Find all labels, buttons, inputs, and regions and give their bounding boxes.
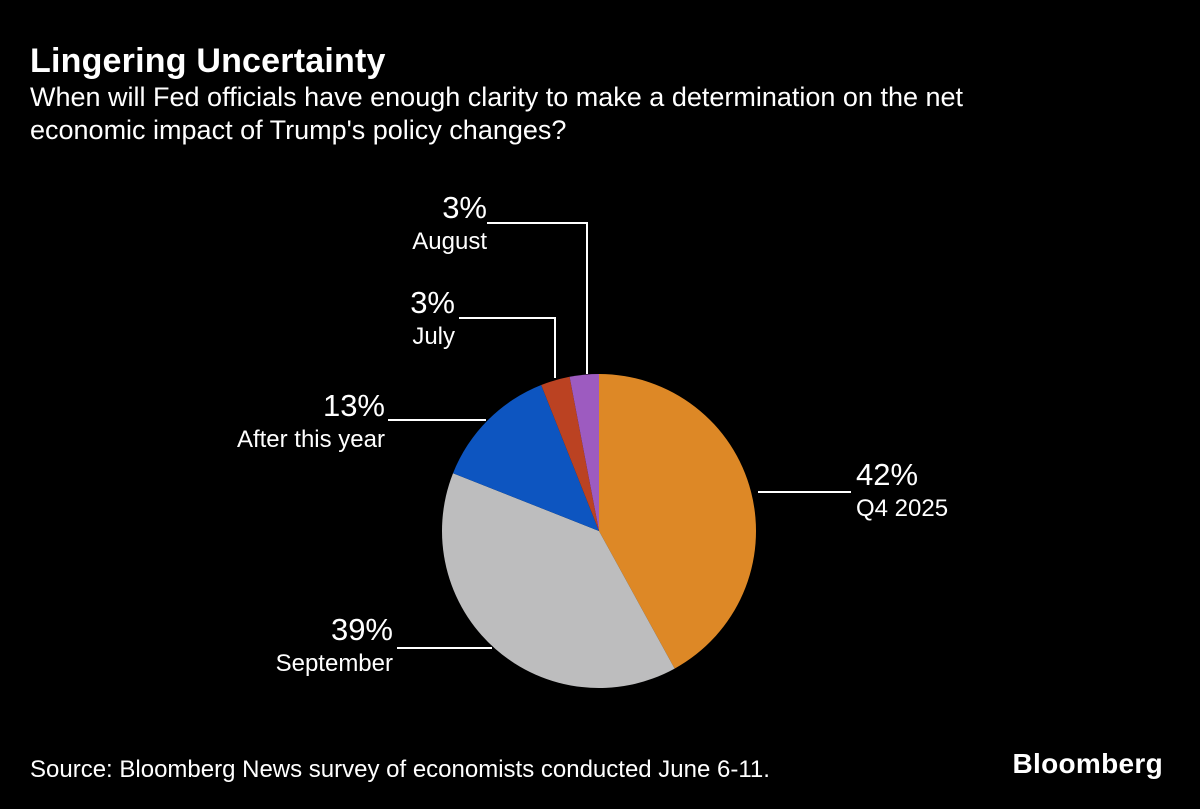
- leader-line-july: [459, 317, 556, 378]
- slice-name-label: Q4 2025: [856, 495, 949, 522]
- slice-value-label: 42%: [856, 457, 919, 492]
- slice-label-group-after-this-year: 13% After this year: [237, 388, 385, 455]
- bloomberg-logo: Bloomberg: [1012, 748, 1163, 779]
- slice-name-label: August: [412, 228, 487, 255]
- pie-slice-august: [569, 374, 599, 531]
- slice-value-label: 3%: [442, 190, 487, 225]
- chart-title: Lingering Uncertainty: [30, 42, 386, 80]
- slice-value-label: 39%: [330, 612, 393, 647]
- pie-slice-after-this-year: [453, 385, 599, 531]
- slice-name-label: After this year: [236, 426, 385, 453]
- slice-label-group-september: 39% September: [276, 612, 393, 679]
- chart-subtitle-line-1: When will Fed officials have enough clar…: [30, 82, 964, 112]
- chart-subtitle: When will Fed officials have enough clar…: [30, 81, 963, 147]
- slice-name-label: September: [275, 650, 393, 677]
- slice-value-label: 13%: [322, 388, 385, 423]
- pie-slice-september: [442, 473, 675, 689]
- slice-label-group-july: 3% July: [410, 285, 455, 352]
- pie-slice-q4-2025: [599, 374, 757, 669]
- slice-name-label: July: [412, 323, 455, 350]
- slice-label-group-q4-2025: 42% Q4 2025: [856, 457, 948, 524]
- pie-slice-july: [541, 376, 599, 531]
- leader-line-august: [487, 222, 588, 374]
- slice-value-label: 3%: [410, 285, 455, 320]
- slice-label-group-august: 3% August: [412, 190, 487, 257]
- chart-subtitle-line-2: economic impact of Trump's policy change…: [30, 115, 567, 145]
- source-text: Source: Bloomberg News survey of economi…: [30, 756, 770, 783]
